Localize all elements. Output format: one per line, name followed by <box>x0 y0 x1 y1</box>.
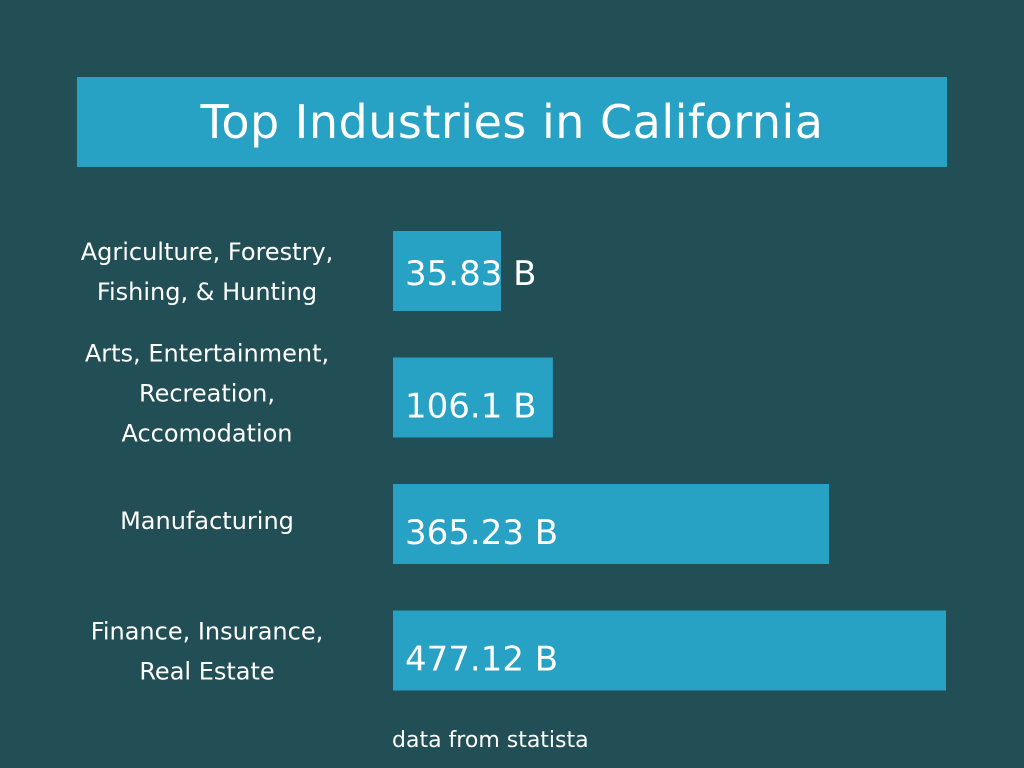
value-label-3: 477.12 B <box>405 640 558 680</box>
value-label-2: 365.23 B <box>405 513 558 553</box>
bar-1 <box>393 357 553 438</box>
value-label-0: 35.83 B <box>405 254 536 294</box>
bar-3 <box>393 610 946 691</box>
category-label-1-line-2: Accomodation <box>121 420 292 448</box>
category-label-2-line-0: Manufacturing <box>120 507 294 535</box>
bar-0 <box>393 231 501 311</box>
category-label-1-line-0: Arts, Entertainment, <box>85 340 329 368</box>
chart-title: Top Industries in California <box>200 95 824 149</box>
bar-2 <box>393 484 830 564</box>
category-label-3-line-0: Finance, Insurance, <box>91 618 323 646</box>
category-label-3-line-1: Real Estate <box>139 658 274 686</box>
value-label-1: 106.1 B <box>405 387 536 427</box>
category-label-1-line-1: Recreation, <box>139 380 275 408</box>
title-banner: Top Industries in California <box>77 77 947 167</box>
category-label-0-line-1: Fishing, & Hunting <box>97 278 317 306</box>
category-label-0-line-0: Agriculture, Forestry, <box>81 238 334 266</box>
source-note: data from statista <box>392 728 589 753</box>
